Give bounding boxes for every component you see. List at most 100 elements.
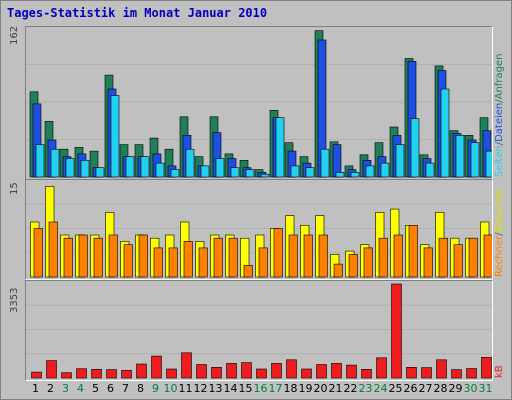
bar-rechner-day-18 xyxy=(288,234,298,278)
bar-seiten-day-21 xyxy=(335,172,345,178)
bar-rechner-day-15 xyxy=(243,265,253,278)
bar-seiten-day-30 xyxy=(470,142,480,178)
bar-kb-day-5 xyxy=(91,369,102,379)
x-tick-day-18: 18 xyxy=(283,382,298,395)
x-tick-day-13: 13 xyxy=(208,382,223,395)
bar-seiten-day-10 xyxy=(170,169,180,178)
bar-seiten-day-31 xyxy=(485,150,492,178)
bar-seiten-day-20 xyxy=(320,148,330,178)
panel2-legend: Rechner/Besuche xyxy=(494,189,505,277)
bar-rechner-day-26 xyxy=(408,224,418,278)
bar-kb-day-20 xyxy=(316,364,327,379)
bar-kb-day-27 xyxy=(421,367,432,379)
bar-rechner-day-11 xyxy=(183,241,193,278)
bar-rechner-day-2 xyxy=(48,221,58,278)
x-tick-day-1: 1 xyxy=(32,382,39,395)
bar-seiten-day-28 xyxy=(440,88,450,178)
bar-seiten-day-7 xyxy=(125,156,135,178)
bar-kb-day-25 xyxy=(391,283,402,379)
bar-seiten-day-9 xyxy=(155,162,165,178)
panel2-ymax-label: 15 xyxy=(9,182,20,195)
legend-requests: Anfragen xyxy=(494,53,505,100)
bar-rechner-day-16 xyxy=(258,247,268,278)
bar-seiten-day-26 xyxy=(410,118,420,178)
bar-kb-day-9 xyxy=(151,355,162,379)
bar-seiten-day-19 xyxy=(305,167,315,178)
bar-kb-day-28 xyxy=(436,359,447,379)
x-tick-day-4: 4 xyxy=(77,382,84,395)
x-tick-day-3: 3 xyxy=(62,382,69,395)
bar-kb-day-1 xyxy=(31,371,42,379)
legend-kb: kB xyxy=(494,365,505,378)
x-tick-day-8: 8 xyxy=(137,382,144,395)
bar-rechner-day-3 xyxy=(63,237,73,278)
bar-rechner-day-29 xyxy=(453,244,463,278)
bar-rechner-day-25 xyxy=(393,234,403,278)
legend-hosts: Rechner xyxy=(494,235,505,277)
bar-kb-day-22 xyxy=(346,364,357,379)
bar-rechner-day-8 xyxy=(138,234,148,278)
x-tick-day-22: 22 xyxy=(343,382,358,395)
bar-kb-day-12 xyxy=(196,364,207,379)
panel1-ymax-label: 162 xyxy=(9,25,20,45)
bar-kb-day-31 xyxy=(481,357,492,379)
bar-kb-day-14 xyxy=(226,363,237,379)
bar-seiten-day-16 xyxy=(260,173,270,178)
bar-seiten-day-25 xyxy=(395,144,405,178)
x-tick-day-11: 11 xyxy=(178,382,193,395)
bar-kb-day-17 xyxy=(271,363,282,379)
bar-rechner-day-21 xyxy=(333,263,343,278)
bar-seiten-day-5 xyxy=(95,167,105,178)
panel-requests-files-pages xyxy=(25,26,493,180)
bar-kb-day-11 xyxy=(181,352,192,379)
x-tick-day-9: 9 xyxy=(152,382,159,395)
bar-rechner-day-5 xyxy=(93,237,103,278)
bar-rechner-day-20 xyxy=(318,234,328,278)
bar-kb-day-21 xyxy=(331,363,342,379)
bar-rechner-day-24 xyxy=(378,237,388,278)
x-tick-day-10: 10 xyxy=(163,382,178,395)
bar-rechner-day-31 xyxy=(483,234,492,278)
bar-rechner-day-28 xyxy=(438,237,448,278)
bar-seiten-day-18 xyxy=(290,165,300,178)
x-tick-day-26: 26 xyxy=(403,382,418,395)
x-tick-day-30: 30 xyxy=(463,382,478,395)
bar-seiten-day-29 xyxy=(455,135,465,178)
bar-seiten-day-4 xyxy=(80,160,90,178)
legend-visits: Besuche xyxy=(494,189,505,233)
bar-rechner-day-4 xyxy=(78,234,88,278)
bar-kb-day-2 xyxy=(46,360,57,379)
bar-kb-day-13 xyxy=(211,367,222,379)
x-tick-day-7: 7 xyxy=(122,382,129,395)
bar-rechner-day-19 xyxy=(303,234,313,278)
x-tick-day-15: 15 xyxy=(238,382,253,395)
chart-title: Tages-Statistik im Monat Januar 2010 xyxy=(7,6,268,20)
x-tick-day-25: 25 xyxy=(388,382,403,395)
panel1-plot xyxy=(26,30,492,178)
x-tick-day-24: 24 xyxy=(373,382,388,395)
bar-kb-day-16 xyxy=(256,368,267,379)
panel2-plot xyxy=(26,186,492,278)
x-tick-day-16: 16 xyxy=(253,382,268,395)
bar-kb-day-7 xyxy=(121,370,132,379)
bar-rechner-day-10 xyxy=(168,247,178,278)
x-tick-day-20: 20 xyxy=(313,382,328,395)
x-tick-day-21: 21 xyxy=(328,382,343,395)
bar-rechner-day-30 xyxy=(468,237,478,278)
bar-rechner-day-6 xyxy=(108,234,118,278)
bar-kb-day-26 xyxy=(406,367,417,379)
x-tick-day-31: 31 xyxy=(478,382,493,395)
x-tick-day-17: 17 xyxy=(268,382,283,395)
bar-rechner-day-27 xyxy=(423,247,433,278)
bar-seiten-day-23 xyxy=(365,165,375,178)
bar-seiten-day-8 xyxy=(140,156,150,178)
bar-kb-day-18 xyxy=(286,359,297,379)
x-tick-day-28: 28 xyxy=(433,382,448,395)
bar-kb-day-10 xyxy=(166,368,177,379)
x-tick-day-2: 2 xyxy=(47,382,54,395)
panel3-plot xyxy=(26,283,492,379)
bar-seiten-day-15 xyxy=(245,169,255,178)
x-tick-day-29: 29 xyxy=(448,382,463,395)
bar-seiten-day-6 xyxy=(110,95,120,178)
legend-files: Dateien xyxy=(494,102,505,142)
